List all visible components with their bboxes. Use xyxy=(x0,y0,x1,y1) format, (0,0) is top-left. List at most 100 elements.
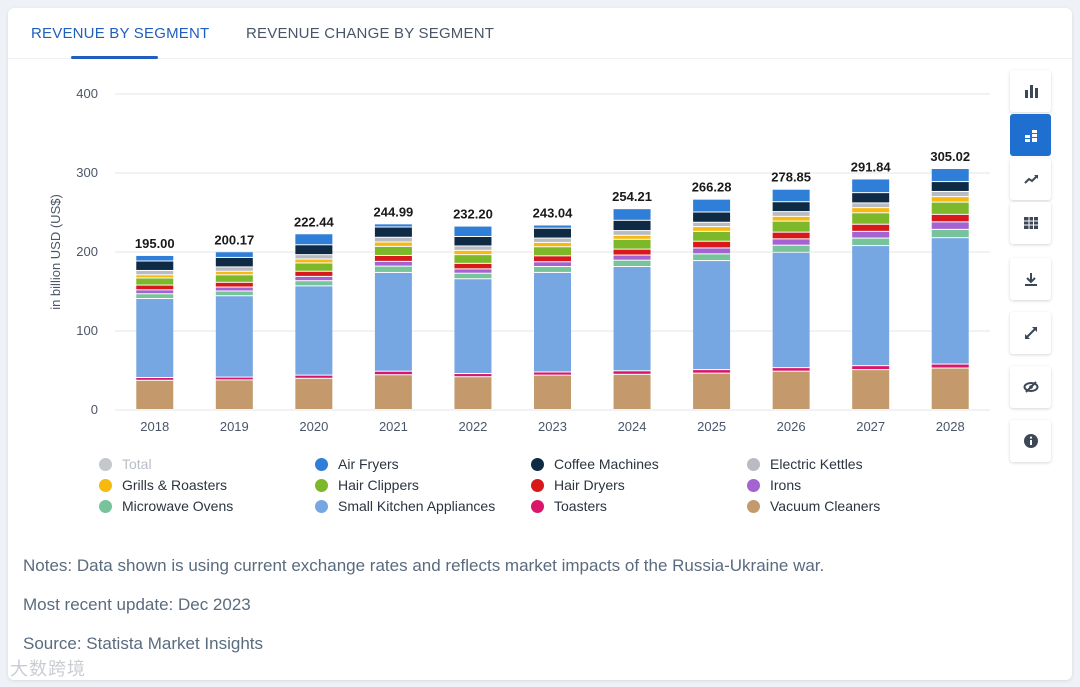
bar-segment xyxy=(613,249,651,255)
bar-segment xyxy=(534,242,571,247)
legend-swatch xyxy=(531,457,544,471)
bar-segment xyxy=(215,271,253,275)
bar-segment xyxy=(215,267,253,271)
info-button[interactable] xyxy=(1010,420,1051,462)
bar-segment xyxy=(295,281,333,286)
bar-segment xyxy=(295,259,333,263)
legend-swatch xyxy=(315,499,328,513)
bar-segment xyxy=(534,272,571,372)
bar-segment xyxy=(852,213,890,224)
x-tick-label: 2027 xyxy=(856,419,885,434)
legend-item-hair-dryers[interactable]: Hair Dryers xyxy=(531,477,625,493)
bar-segment xyxy=(454,279,492,374)
expand-button[interactable] xyxy=(1010,312,1051,354)
legend-swatch xyxy=(531,499,544,513)
bar-segment xyxy=(693,212,731,222)
bar-segment xyxy=(852,179,890,193)
bar-segment xyxy=(374,227,412,237)
chart-notes: Notes: Data shown is using current excha… xyxy=(23,556,825,575)
bar-segment xyxy=(374,272,412,371)
total-data-label: 254.21 xyxy=(612,189,652,204)
legend-label: Coffee Machines xyxy=(554,456,659,472)
stacked-chart-button[interactable] xyxy=(1010,114,1051,156)
bar-segment xyxy=(295,276,333,281)
bar-segment xyxy=(852,208,890,213)
trend-button[interactable] xyxy=(1010,158,1051,200)
bar-segment xyxy=(295,255,333,259)
legend-item-air-fryers[interactable]: Air Fryers xyxy=(315,456,399,472)
legend-item-electric-kettles[interactable]: Electric Kettles xyxy=(747,456,863,472)
bar-segment xyxy=(613,239,651,249)
bar-segment xyxy=(931,229,969,238)
bar-segment xyxy=(534,256,571,262)
bar-segment xyxy=(215,380,253,409)
total-data-label: 200.17 xyxy=(214,232,254,247)
legend-item-grills-roasters[interactable]: Grills & Roasters xyxy=(99,477,227,493)
legend-item-hair-clippers[interactable]: Hair Clippers xyxy=(315,477,419,493)
x-tick-label: 2025 xyxy=(697,419,726,434)
bar-segment xyxy=(931,169,969,182)
legend-item-microwave-ovens[interactable]: Microwave Ovens xyxy=(99,498,233,514)
legend-item-vacuum-cleaners[interactable]: Vacuum Cleaners xyxy=(747,498,880,514)
bar-segment xyxy=(136,290,174,294)
bar-segment xyxy=(136,380,174,409)
legend-item-total[interactable]: Total xyxy=(99,456,152,472)
legend-label: Total xyxy=(122,456,152,472)
total-data-label: 305.02 xyxy=(930,149,970,164)
bar-segment xyxy=(931,222,969,229)
legend-swatch xyxy=(99,478,112,492)
legend-label: Microwave Ovens xyxy=(122,498,234,514)
bar-segment xyxy=(534,267,571,272)
tab-revenue-by-segment[interactable]: REVENUE BY SEGMENT xyxy=(31,25,210,42)
bar-segment xyxy=(931,182,969,191)
legend-item-irons[interactable]: Irons xyxy=(747,477,801,493)
download-icon xyxy=(1024,273,1037,286)
bar-segment xyxy=(852,366,890,370)
x-tick-label: 2021 xyxy=(379,419,408,434)
legend-item-coffee-machines[interactable]: Coffee Machines xyxy=(531,456,659,472)
hide-button[interactable] xyxy=(1010,366,1051,408)
bar-segment xyxy=(374,266,412,272)
legend-label: Air Fryers xyxy=(338,456,399,472)
legend-swatch xyxy=(531,478,544,492)
legend-label: Grills & Roasters xyxy=(122,477,228,493)
bar-segment xyxy=(772,221,810,232)
bar-segment xyxy=(136,261,174,270)
bar-segment xyxy=(613,371,651,374)
eye-off-icon xyxy=(1023,381,1038,393)
bar-segment xyxy=(454,236,492,246)
legend-swatch xyxy=(747,478,760,492)
bar-segment xyxy=(613,235,651,239)
bar-segment xyxy=(295,378,333,409)
bar-segment xyxy=(534,225,571,228)
bar-segment xyxy=(613,231,651,235)
bar-segment xyxy=(693,261,731,370)
bar-segment xyxy=(534,372,571,375)
tab-revenue-change-by-segment[interactable]: REVENUE CHANGE BY SEGMENT xyxy=(246,25,495,42)
bar-segment xyxy=(374,224,412,227)
bar-segment xyxy=(136,255,174,261)
bar-segment xyxy=(374,242,412,246)
bar-segment xyxy=(454,377,492,409)
bar-segment xyxy=(613,255,651,260)
bar-chart-button[interactable] xyxy=(1010,70,1051,112)
table-button[interactable] xyxy=(1010,202,1051,244)
bar-segment xyxy=(454,374,492,377)
watermark-logo: 大数跨境 xyxy=(10,659,86,679)
bar-segment xyxy=(295,263,333,271)
bar-segment xyxy=(852,370,890,409)
legend-label: Vacuum Cleaners xyxy=(770,498,881,514)
stacked-chart-icon xyxy=(1024,130,1037,142)
info-icon xyxy=(1023,434,1038,448)
legend-item-toasters[interactable]: Toasters xyxy=(531,498,607,514)
bar-segment xyxy=(931,364,969,368)
legend-label: Electric Kettles xyxy=(770,456,863,472)
bar-segment xyxy=(374,246,412,255)
x-tick-label: 2024 xyxy=(618,419,647,434)
bar-segment xyxy=(693,373,731,409)
bar-segment xyxy=(772,245,810,252)
download-button[interactable] xyxy=(1010,258,1051,300)
x-tick-label: 2019 xyxy=(220,419,249,434)
legend-item-small-kitchen-appliances[interactable]: Small Kitchen Appliances xyxy=(315,498,495,514)
